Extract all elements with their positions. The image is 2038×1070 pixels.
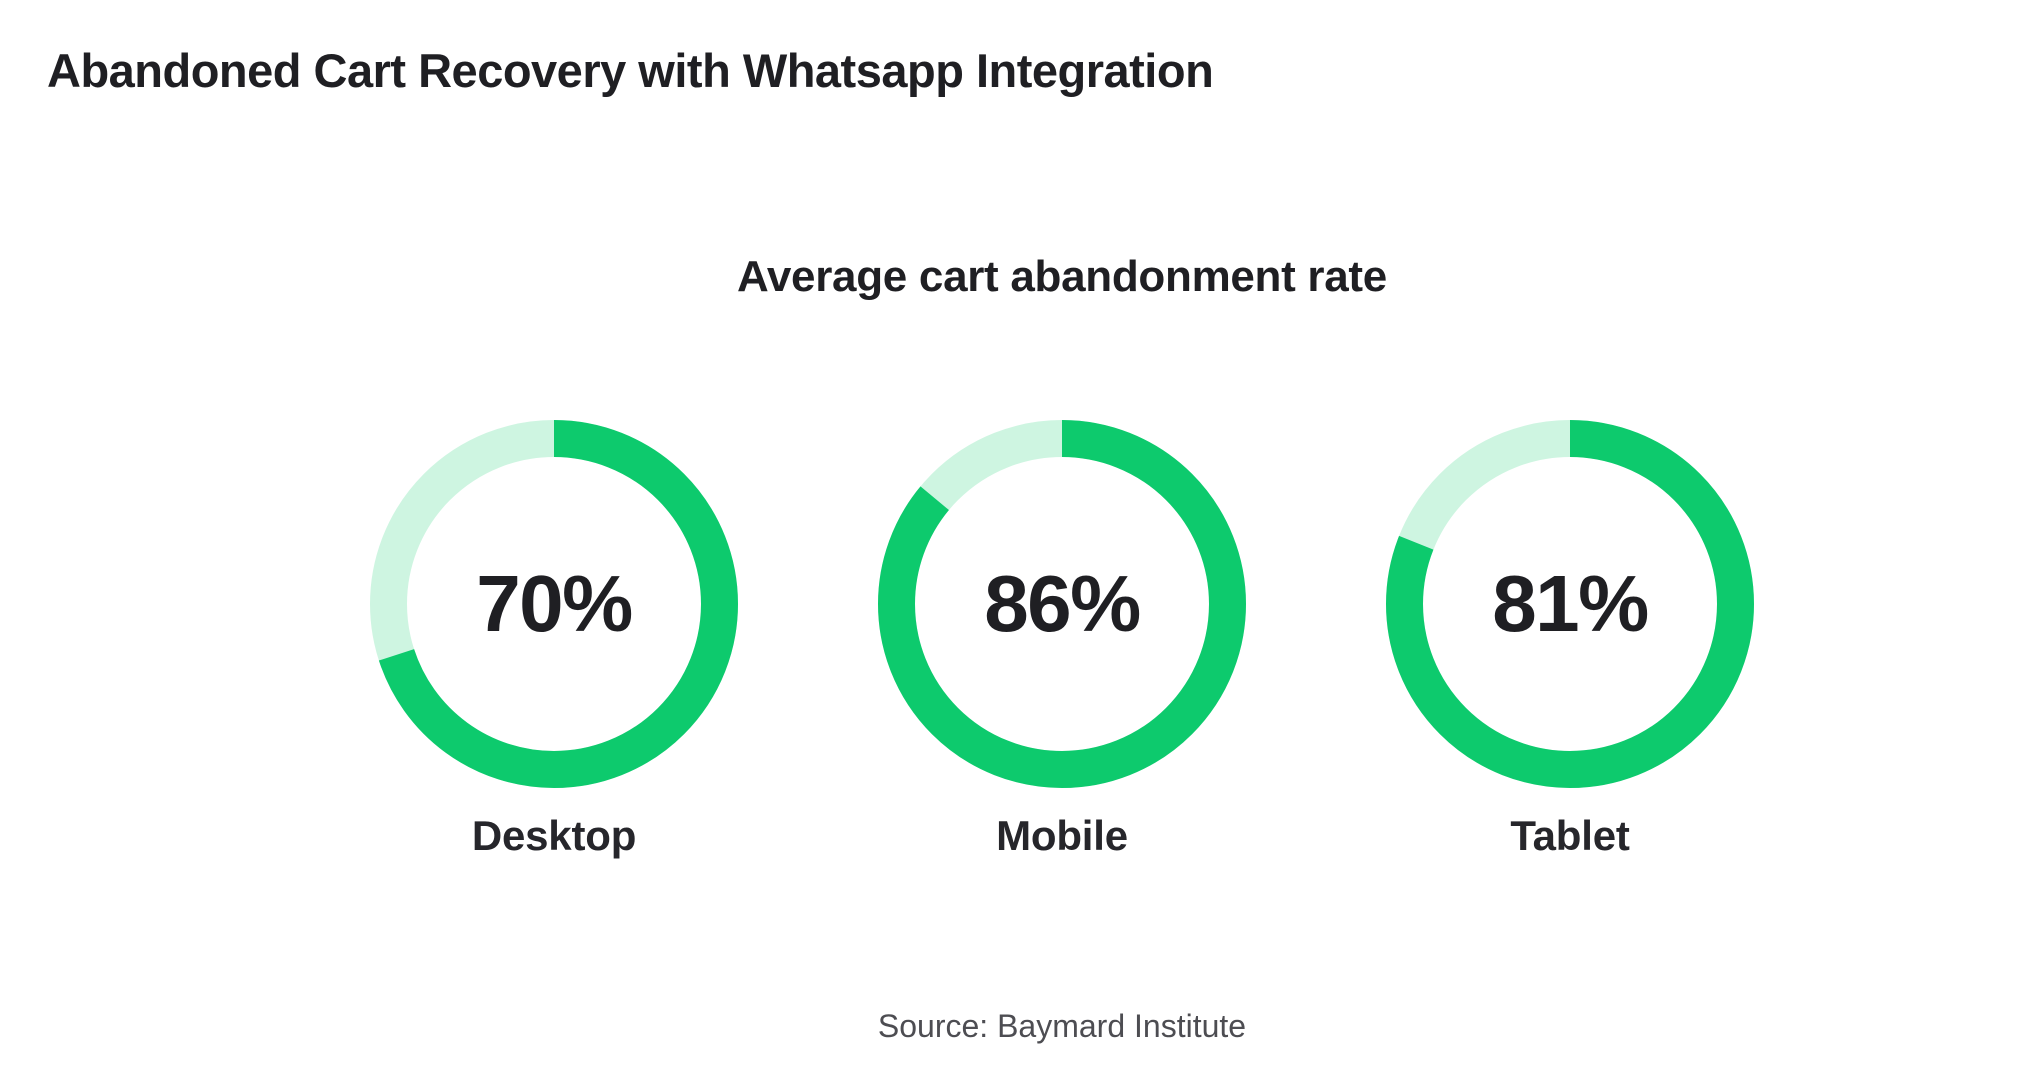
page-title: Abandoned Cart Recovery with Whatsapp In… [47,44,1214,97]
source-caption: Source: Baymard Institute [877,1008,1247,1044]
donut-ring-wrap: 70% [370,420,738,788]
donut-chart-tablet: 81% Tablet [1386,420,1754,860]
donut-ring-mobile [878,420,1246,788]
donut-ring-wrap: 86% [878,420,1246,788]
donut-category-label: Mobile [996,812,1128,859]
donut-ring-desktop [370,420,738,788]
donut-chart-desktop: 70% Desktop [370,420,738,860]
chart-title: Average cart abandonment rate [737,252,1387,301]
donut-chart-mobile: 86% Mobile [878,420,1246,860]
donut-value-label: 86% [984,559,1141,648]
donut-category-label: Desktop [471,812,637,859]
donut-value-label: 70% [476,559,633,648]
chart-area: Average cart abandonment rate 70% Deskto… [370,0,1754,1070]
donut-ring-wrap: 81% [1386,420,1754,788]
donut-category-label: Tablet [1510,812,1630,859]
donut-row: 70% Desktop 86% Mobile 81% Tablet [370,420,1754,860]
donut-value-label: 81% [1492,559,1649,648]
donut-ring-tablet [1386,420,1754,788]
